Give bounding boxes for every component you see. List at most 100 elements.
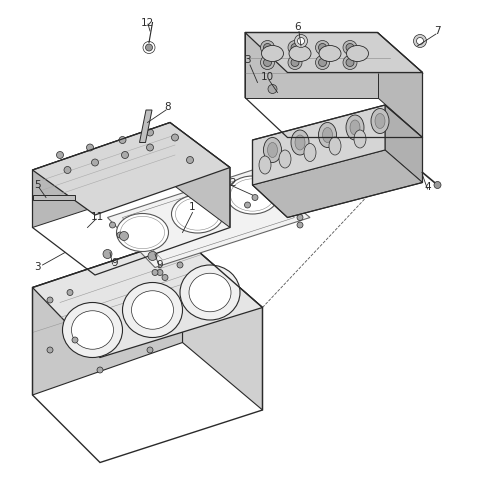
Ellipse shape: [226, 176, 278, 214]
Text: 9: 9: [156, 260, 164, 270]
Circle shape: [318, 58, 326, 66]
Circle shape: [186, 156, 194, 164]
Ellipse shape: [122, 282, 182, 338]
Circle shape: [260, 40, 274, 54]
Circle shape: [346, 58, 354, 66]
Circle shape: [97, 367, 103, 373]
Circle shape: [298, 38, 304, 44]
Polygon shape: [140, 110, 152, 142]
Circle shape: [56, 152, 64, 158]
Ellipse shape: [279, 150, 291, 168]
Circle shape: [252, 194, 258, 200]
Circle shape: [264, 58, 272, 66]
Ellipse shape: [354, 130, 366, 148]
Text: 5: 5: [34, 180, 41, 190]
Circle shape: [47, 297, 53, 303]
Circle shape: [244, 202, 250, 208]
Ellipse shape: [132, 291, 173, 329]
Circle shape: [346, 44, 354, 52]
Circle shape: [103, 250, 112, 258]
Text: 6: 6: [294, 22, 301, 32]
Polygon shape: [245, 32, 422, 72]
Ellipse shape: [329, 137, 341, 155]
Ellipse shape: [295, 135, 305, 150]
Text: 8: 8: [164, 102, 171, 113]
Circle shape: [288, 56, 302, 70]
Text: 1: 1: [189, 202, 196, 212]
Circle shape: [343, 56, 357, 70]
Circle shape: [177, 262, 183, 268]
Circle shape: [147, 347, 153, 353]
Ellipse shape: [291, 130, 309, 155]
Circle shape: [172, 134, 178, 141]
Circle shape: [343, 40, 357, 54]
Circle shape: [291, 44, 299, 52]
Circle shape: [316, 40, 330, 54]
Circle shape: [152, 270, 158, 276]
Polygon shape: [32, 122, 230, 215]
Polygon shape: [385, 105, 422, 182]
Text: 10: 10: [261, 72, 274, 83]
Polygon shape: [32, 122, 170, 228]
Circle shape: [120, 232, 128, 240]
Ellipse shape: [259, 156, 271, 174]
Polygon shape: [32, 238, 182, 395]
Ellipse shape: [322, 128, 332, 142]
Text: 7: 7: [434, 26, 441, 36]
Text: 3: 3: [34, 262, 41, 272]
Polygon shape: [378, 32, 422, 138]
Circle shape: [122, 152, 128, 158]
Circle shape: [316, 56, 330, 70]
Circle shape: [318, 44, 326, 52]
Ellipse shape: [180, 265, 240, 320]
Circle shape: [146, 44, 152, 51]
Circle shape: [47, 347, 53, 353]
Circle shape: [291, 58, 299, 66]
Circle shape: [119, 136, 126, 143]
Ellipse shape: [172, 195, 224, 233]
Circle shape: [157, 270, 163, 276]
Circle shape: [72, 337, 78, 343]
Circle shape: [264, 44, 272, 52]
Ellipse shape: [72, 310, 114, 349]
Circle shape: [110, 222, 116, 228]
Ellipse shape: [346, 115, 364, 140]
Text: 3: 3: [244, 55, 251, 65]
Text: 11: 11: [91, 212, 104, 222]
Ellipse shape: [346, 46, 368, 62]
Text: 4: 4: [424, 182, 431, 192]
Circle shape: [92, 159, 98, 166]
Circle shape: [288, 40, 302, 54]
Polygon shape: [245, 32, 378, 98]
Ellipse shape: [62, 302, 122, 358]
Circle shape: [294, 34, 308, 48]
Circle shape: [64, 166, 71, 173]
Polygon shape: [182, 238, 262, 410]
Ellipse shape: [350, 120, 360, 135]
Circle shape: [260, 56, 274, 70]
Ellipse shape: [289, 46, 311, 62]
Text: 12: 12: [141, 18, 154, 28]
Circle shape: [67, 290, 73, 296]
Text: 9: 9: [112, 258, 118, 268]
Ellipse shape: [116, 214, 168, 252]
Circle shape: [416, 38, 424, 44]
Circle shape: [414, 34, 426, 48]
Polygon shape: [32, 195, 75, 200]
Ellipse shape: [264, 138, 281, 162]
Circle shape: [434, 182, 441, 188]
Ellipse shape: [304, 144, 316, 162]
Circle shape: [297, 214, 303, 220]
Polygon shape: [32, 238, 262, 358]
Circle shape: [162, 274, 168, 280]
Polygon shape: [108, 170, 310, 268]
Ellipse shape: [375, 114, 385, 128]
Ellipse shape: [319, 46, 341, 62]
Ellipse shape: [262, 46, 283, 62]
Polygon shape: [252, 105, 385, 185]
Polygon shape: [170, 122, 230, 228]
Circle shape: [86, 144, 94, 151]
Polygon shape: [252, 150, 422, 218]
Circle shape: [146, 129, 154, 136]
Ellipse shape: [371, 108, 389, 134]
